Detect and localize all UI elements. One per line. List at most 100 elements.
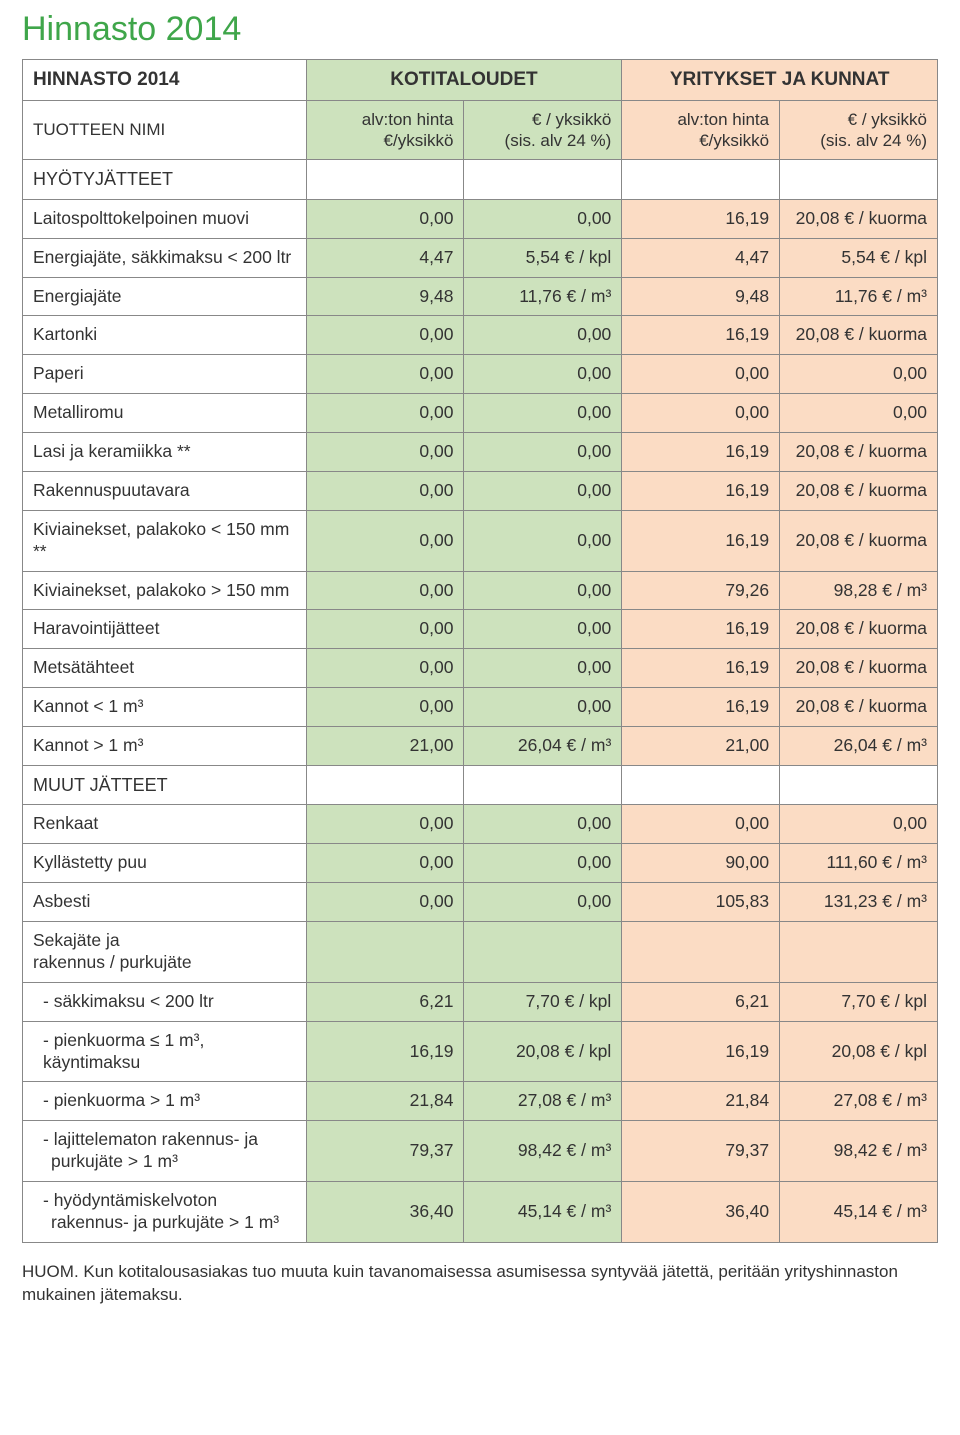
row-name: Energiajäte, säkkimaksu < 200 ltr xyxy=(23,238,307,277)
price-row: Lasi ja keramiikka **0,000,0016,1920,08 … xyxy=(23,433,938,472)
price-row: Kiviainekset, palakoko > 150 mm0,000,007… xyxy=(23,571,938,610)
row-c4: 20,08 € / kuorma xyxy=(780,199,938,238)
row-c2: 11,76 € / m³ xyxy=(464,277,622,316)
row-c4: 26,04 € / m³ xyxy=(780,727,938,766)
row-c4: 0,00 xyxy=(780,805,938,844)
row-c4: 98,42 € / m³ xyxy=(780,1121,938,1182)
row-name: Kiviainekset, palakoko > 150 mm xyxy=(23,571,307,610)
row-c3: 0,00 xyxy=(622,805,780,844)
page-title: Hinnasto 2014 xyxy=(22,10,938,49)
row-c2: 0,00 xyxy=(464,199,622,238)
row-c4: 20,08 € / kuorma xyxy=(780,649,938,688)
row-c3: 16,19 xyxy=(622,316,780,355)
row-c2: 7,70 € / kpl xyxy=(464,982,622,1021)
row-c3: 16,19 xyxy=(622,688,780,727)
row-name: Metsätähteet xyxy=(23,649,307,688)
row-name: Asbesti xyxy=(23,883,307,922)
section-label: MUUT JÄTTEET xyxy=(23,765,307,805)
row-c2: 0,00 xyxy=(464,571,622,610)
price-row: Paperi0,000,000,000,00 xyxy=(23,355,938,394)
row-c1: 0,00 xyxy=(306,571,464,610)
row-name: - pienkuorma > 1 m³ xyxy=(23,1082,307,1121)
row-c1: 0,00 xyxy=(306,610,464,649)
row-c1: 0,00 xyxy=(306,471,464,510)
price-row: - hyödyntämiskelvotonrakennus- ja purkuj… xyxy=(23,1182,938,1243)
row-c3: 0,00 xyxy=(622,394,780,433)
row-name: - lajittelematon rakennus- japurkujäte >… xyxy=(23,1121,307,1182)
row-c3: 16,19 xyxy=(622,510,780,571)
subheader-c3: alv:ton hinta€/yksikkö xyxy=(622,100,780,160)
row-c3: 21,00 xyxy=(622,727,780,766)
row-c2: 0,00 xyxy=(464,883,622,922)
row-c4: 45,14 € / m³ xyxy=(780,1182,938,1243)
row-name: Renkaat xyxy=(23,805,307,844)
row-c3: 9,48 xyxy=(622,277,780,316)
price-table: HINNASTO 2014KOTITALOUDETYRITYKSET JA KU… xyxy=(22,59,938,1243)
row-c4: 20,08 € / kuorma xyxy=(780,471,938,510)
price-row: Kyllästetty puu0,000,0090,00111,60 € / m… xyxy=(23,844,938,883)
section-empty xyxy=(306,765,464,805)
row-c1: 4,47 xyxy=(306,238,464,277)
subheader-c2: € / yksikkö(sis. alv 24 %) xyxy=(464,100,622,160)
price-row: - säkkimaksu < 200 ltr6,217,70 € / kpl6,… xyxy=(23,982,938,1021)
row-c1: 6,21 xyxy=(306,982,464,1021)
row-c1: 0,00 xyxy=(306,510,464,571)
header-household: KOTITALOUDET xyxy=(306,60,622,101)
row-c2: 0,00 xyxy=(464,471,622,510)
price-row: Asbesti0,000,00105,83131,23 € / m³ xyxy=(23,883,938,922)
row-c2: 0,00 xyxy=(464,610,622,649)
row-c4: 20,08 € / kpl xyxy=(780,1021,938,1082)
row-c2: 0,00 xyxy=(464,805,622,844)
row-name: Kannot > 1 m³ xyxy=(23,727,307,766)
price-row: Kiviainekset, palakoko < 150 mm **0,000,… xyxy=(23,510,938,571)
row-c4: 0,00 xyxy=(780,355,938,394)
table-subheader-row: TUOTTEEN NIMIalv:ton hinta€/yksikkö€ / y… xyxy=(23,100,938,160)
row-c4: 0,00 xyxy=(780,394,938,433)
price-row: Kannot > 1 m³21,0026,04 € / m³21,0026,04… xyxy=(23,727,938,766)
row-c4: 20,08 € / kuorma xyxy=(780,433,938,472)
row-c3: 90,00 xyxy=(622,844,780,883)
row-c3: 4,47 xyxy=(622,238,780,277)
row-c1: 0,00 xyxy=(306,883,464,922)
row-c1: 0,00 xyxy=(306,688,464,727)
row-c2: 0,00 xyxy=(464,355,622,394)
row-c3: 16,19 xyxy=(622,433,780,472)
row-c4: 7,70 € / kpl xyxy=(780,982,938,1021)
row-c4: 11,76 € / m³ xyxy=(780,277,938,316)
subheading-label: Sekajäte jarakennus / purkujäte xyxy=(23,922,307,983)
row-c1: 0,00 xyxy=(306,199,464,238)
row-c3: 79,26 xyxy=(622,571,780,610)
row-c2: 27,08 € / m³ xyxy=(464,1082,622,1121)
price-row: Energiajäte, säkkimaksu < 200 ltr4,475,5… xyxy=(23,238,938,277)
row-c1: 21,00 xyxy=(306,727,464,766)
price-row: - lajittelematon rakennus- japurkujäte >… xyxy=(23,1121,938,1182)
row-c1: 0,00 xyxy=(306,805,464,844)
row-c3: 79,37 xyxy=(622,1121,780,1182)
row-c3: 16,19 xyxy=(622,610,780,649)
row-c2: 5,54 € / kpl xyxy=(464,238,622,277)
section-empty xyxy=(464,160,622,200)
row-c1: 0,00 xyxy=(306,355,464,394)
price-row: Kannot < 1 m³0,000,0016,1920,08 € / kuor… xyxy=(23,688,938,727)
row-c3: 6,21 xyxy=(622,982,780,1021)
row-c2: 0,00 xyxy=(464,649,622,688)
header-col1: HINNASTO 2014 xyxy=(23,60,307,101)
subheader-c1: alv:ton hinta€/yksikkö xyxy=(306,100,464,160)
row-name: Laitospolttokelpoinen muovi xyxy=(23,199,307,238)
row-c2: 20,08 € / kpl xyxy=(464,1021,622,1082)
row-c1: 79,37 xyxy=(306,1121,464,1182)
row-name: Haravointijätteet xyxy=(23,610,307,649)
row-c1: 0,00 xyxy=(306,844,464,883)
footnote: HUOM. Kun kotitalousasiakas tuo muuta ku… xyxy=(22,1261,938,1307)
row-c1: 0,00 xyxy=(306,649,464,688)
row-name: Paperi xyxy=(23,355,307,394)
row-name: Kyllästetty puu xyxy=(23,844,307,883)
row-c2: 0,00 xyxy=(464,394,622,433)
price-row: Laitospolttokelpoinen muovi0,000,0016,19… xyxy=(23,199,938,238)
row-c4: 27,08 € / m³ xyxy=(780,1082,938,1121)
price-row: - pienkuorma > 1 m³21,8427,08 € / m³21,8… xyxy=(23,1082,938,1121)
table-header-row: HINNASTO 2014KOTITALOUDETYRITYKSET JA KU… xyxy=(23,60,938,101)
row-name: Kiviainekset, palakoko < 150 mm ** xyxy=(23,510,307,571)
row-name: Lasi ja keramiikka ** xyxy=(23,433,307,472)
row-c3: 16,19 xyxy=(622,199,780,238)
